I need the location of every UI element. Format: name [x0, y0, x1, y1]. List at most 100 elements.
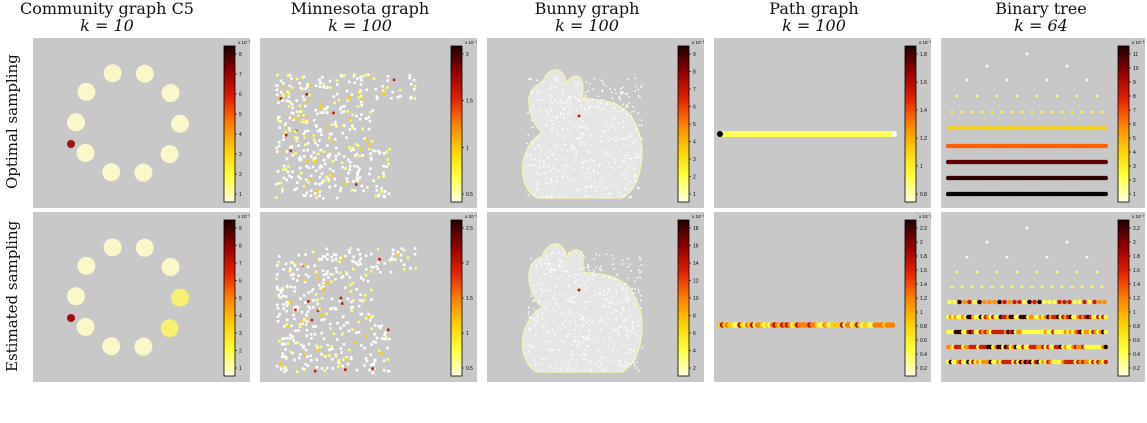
graph-node [568, 309, 571, 311]
graph-node [370, 343, 373, 346]
graph-node [553, 77, 556, 80]
graph-node [322, 150, 326, 153]
graph-node [364, 254, 368, 258]
graph-node [1055, 94, 1059, 98]
graph-node [542, 165, 545, 168]
graph-node [534, 334, 537, 337]
graph-node [535, 171, 538, 174]
graph-node [412, 78, 416, 82]
graph-node [527, 194, 530, 197]
graph-node [641, 137, 643, 140]
graph-node [336, 92, 339, 96]
graph-node [574, 321, 576, 323]
graph-node [566, 284, 569, 287]
graph-node [627, 336, 630, 338]
graph-node [305, 165, 308, 168]
graph-node [355, 368, 359, 372]
community-cluster [170, 288, 189, 307]
colorbar-tick-label: 0.2 [1133, 366, 1140, 372]
graph-node [316, 143, 319, 147]
graph-node [561, 275, 564, 277]
graph-node [960, 110, 964, 114]
graph-node [1070, 110, 1074, 114]
graph-node [336, 338, 339, 341]
graph-node [290, 111, 294, 115]
graph-node [282, 307, 286, 310]
graph-node [1007, 125, 1012, 131]
colorbar-tick-label: 5 [239, 112, 242, 118]
graph-node [629, 134, 632, 136]
graph-node [526, 155, 529, 157]
graph-node [624, 186, 627, 188]
graph-node [588, 269, 590, 272]
graph-node [375, 336, 379, 340]
graph-node [326, 144, 329, 147]
graph-node [1000, 110, 1004, 114]
colorbar-tick-label: 0.8 [920, 192, 927, 198]
graph-node [529, 346, 532, 349]
graph-node [355, 143, 358, 146]
graph-node [298, 356, 301, 360]
graph-node [633, 332, 636, 335]
graph-node [577, 98, 579, 101]
graph-node [275, 146, 278, 150]
graph-node [347, 248, 351, 252]
graph-node [611, 349, 614, 351]
graph-node [575, 187, 577, 190]
graph-node [324, 126, 328, 130]
graph-node [369, 158, 373, 161]
graph-node [330, 132, 333, 136]
graph-node [555, 180, 558, 183]
graph-node [367, 73, 370, 77]
graph-node [360, 113, 363, 116]
graph-node [345, 89, 349, 93]
graph-node [283, 123, 287, 127]
graph-node [296, 268, 299, 271]
column-k: k = 64 [1014, 16, 1068, 35]
graph-node [554, 98, 557, 101]
graph-node [607, 128, 610, 131]
colorbar-exponent: x 10⁻³ [465, 214, 477, 219]
graph-node [323, 255, 327, 259]
graph-node [617, 333, 620, 335]
graph-node [377, 194, 381, 198]
graph-node [626, 257, 629, 260]
graph-node [614, 88, 616, 91]
graph-node [585, 336, 588, 339]
graph-node [561, 94, 564, 97]
graph-node [530, 295, 533, 297]
graph-node [343, 104, 346, 108]
graph-node [992, 299, 997, 305]
graph-node [327, 276, 330, 279]
graph-node [292, 338, 295, 342]
graph-node [605, 152, 608, 155]
graph-node [1095, 270, 1099, 274]
graph-node [601, 149, 604, 152]
graph-node [632, 292, 635, 295]
graph-node [347, 348, 351, 352]
graph-node [1080, 285, 1084, 289]
graph-node [581, 140, 583, 143]
graph-node [982, 299, 987, 305]
graph-node [365, 138, 369, 142]
graph-node [548, 302, 550, 304]
graph-node [344, 358, 348, 361]
graph-node [585, 338, 587, 341]
graph-node [295, 139, 299, 142]
graph-node [346, 158, 350, 161]
graph-node [626, 93, 628, 95]
graph-node [544, 324, 547, 326]
graph-node [566, 368, 569, 371]
graph-node [573, 147, 576, 149]
graph-node [615, 289, 618, 292]
graph-node [598, 267, 601, 270]
graph-node [613, 161, 616, 163]
graph-node [608, 306, 610, 309]
colorbar-tick-label: 2 [920, 240, 923, 246]
graph-node [889, 322, 896, 328]
graph-node [308, 84, 312, 87]
graph-node [387, 192, 391, 196]
graph-node [539, 166, 541, 169]
graph-node [406, 256, 410, 259]
graph-node [302, 344, 305, 348]
